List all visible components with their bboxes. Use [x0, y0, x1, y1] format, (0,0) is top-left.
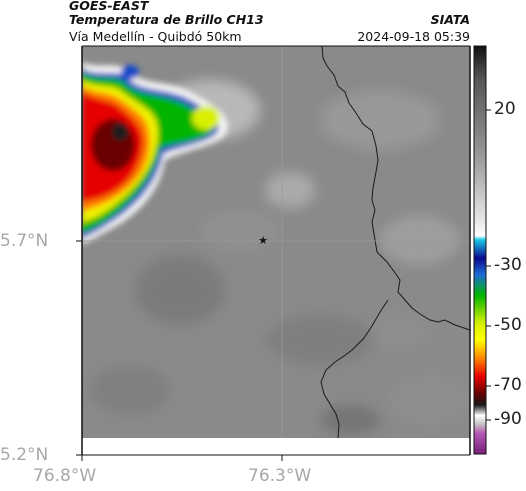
colorbar	[473, 45, 487, 455]
colorbar-tick-label: -70	[494, 375, 522, 395]
colorbar-tick-label: 20	[494, 99, 516, 119]
colorbar-tick-label: -50	[494, 315, 522, 335]
colorbar-tick-label: -30	[494, 255, 522, 275]
star-marker: ★	[258, 234, 268, 247]
product-title: Temperatura de Brillo CH13	[69, 12, 264, 27]
lon-tick-label: 76.8°W	[33, 466, 97, 486]
border-line	[321, 46, 470, 331]
lat-tick-label: 5.7°N	[0, 231, 49, 251]
border-line	[320, 299, 389, 438]
timestamp: 2024-09-18 05:39	[357, 29, 470, 44]
lat-tick-label: 5.2°N	[0, 445, 49, 465]
imagery-layer	[82, 46, 470, 438]
organization-label: SIATA	[430, 12, 470, 27]
colorbar-tick-label: -90	[494, 409, 522, 429]
route-label: Vía Medellín - Quibdó 50km	[69, 29, 242, 44]
lon-tick-label: 76.3°W	[248, 466, 312, 486]
satellite-name: GOES-EAST	[69, 0, 149, 13]
